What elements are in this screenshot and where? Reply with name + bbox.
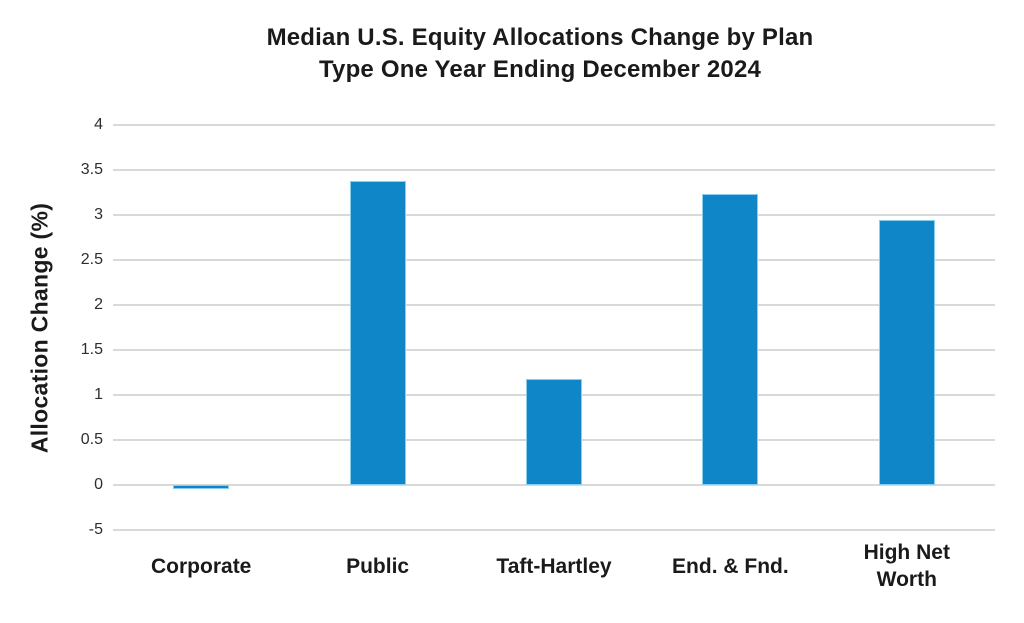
y-axis-tick-label: 3 <box>94 206 103 223</box>
y-axis-tick-label: 2.5 <box>80 251 103 268</box>
y-axis-tick-label: 0.5 <box>80 431 103 448</box>
bar-public <box>349 180 406 485</box>
x-axis-label-taft-hartley: Taft-Hartley <box>496 554 612 578</box>
x-axis-label-high-net-worth: High Net Worth <box>863 541 950 591</box>
y-axis-tick-label: 0 <box>94 476 103 493</box>
chart-title-line-2: Type One Year Ending December 2024 <box>318 56 762 83</box>
gridline <box>113 349 995 351</box>
bar-taft-hartley <box>526 378 582 485</box>
y-axis-title: Allocation Change (%) <box>26 202 53 454</box>
gridline <box>113 124 995 126</box>
gridline <box>113 484 995 486</box>
chart-title-line-1: Median U.S. Equity Allocations Change by… <box>266 24 814 51</box>
y-axis-tick-label: 4 <box>94 116 103 133</box>
x-axis-label-corporate: Corporate <box>151 554 252 578</box>
y-axis-tick-label: 2 <box>94 296 103 313</box>
y-axis-tick-label: -5 <box>88 521 103 538</box>
bar-high-net-worth <box>878 220 935 485</box>
gridline <box>113 169 995 171</box>
bar-end-fnd- <box>702 194 759 485</box>
gridline <box>113 214 995 216</box>
y-axis-tick-label: 3.5 <box>80 161 103 178</box>
gridline <box>113 529 995 531</box>
bar-corporate <box>173 485 230 489</box>
y-axis-tick-label: 1.5 <box>80 341 103 358</box>
gridline <box>113 304 995 306</box>
gridline <box>113 259 995 261</box>
x-axis-label-end-fnd-: End. & Fnd. <box>672 554 789 578</box>
x-axis-label-public: Public <box>346 554 410 578</box>
chart-title: Median U.S. Equity Allocations Change by… <box>150 22 930 86</box>
y-axis-tick-label: 1 <box>94 386 103 403</box>
